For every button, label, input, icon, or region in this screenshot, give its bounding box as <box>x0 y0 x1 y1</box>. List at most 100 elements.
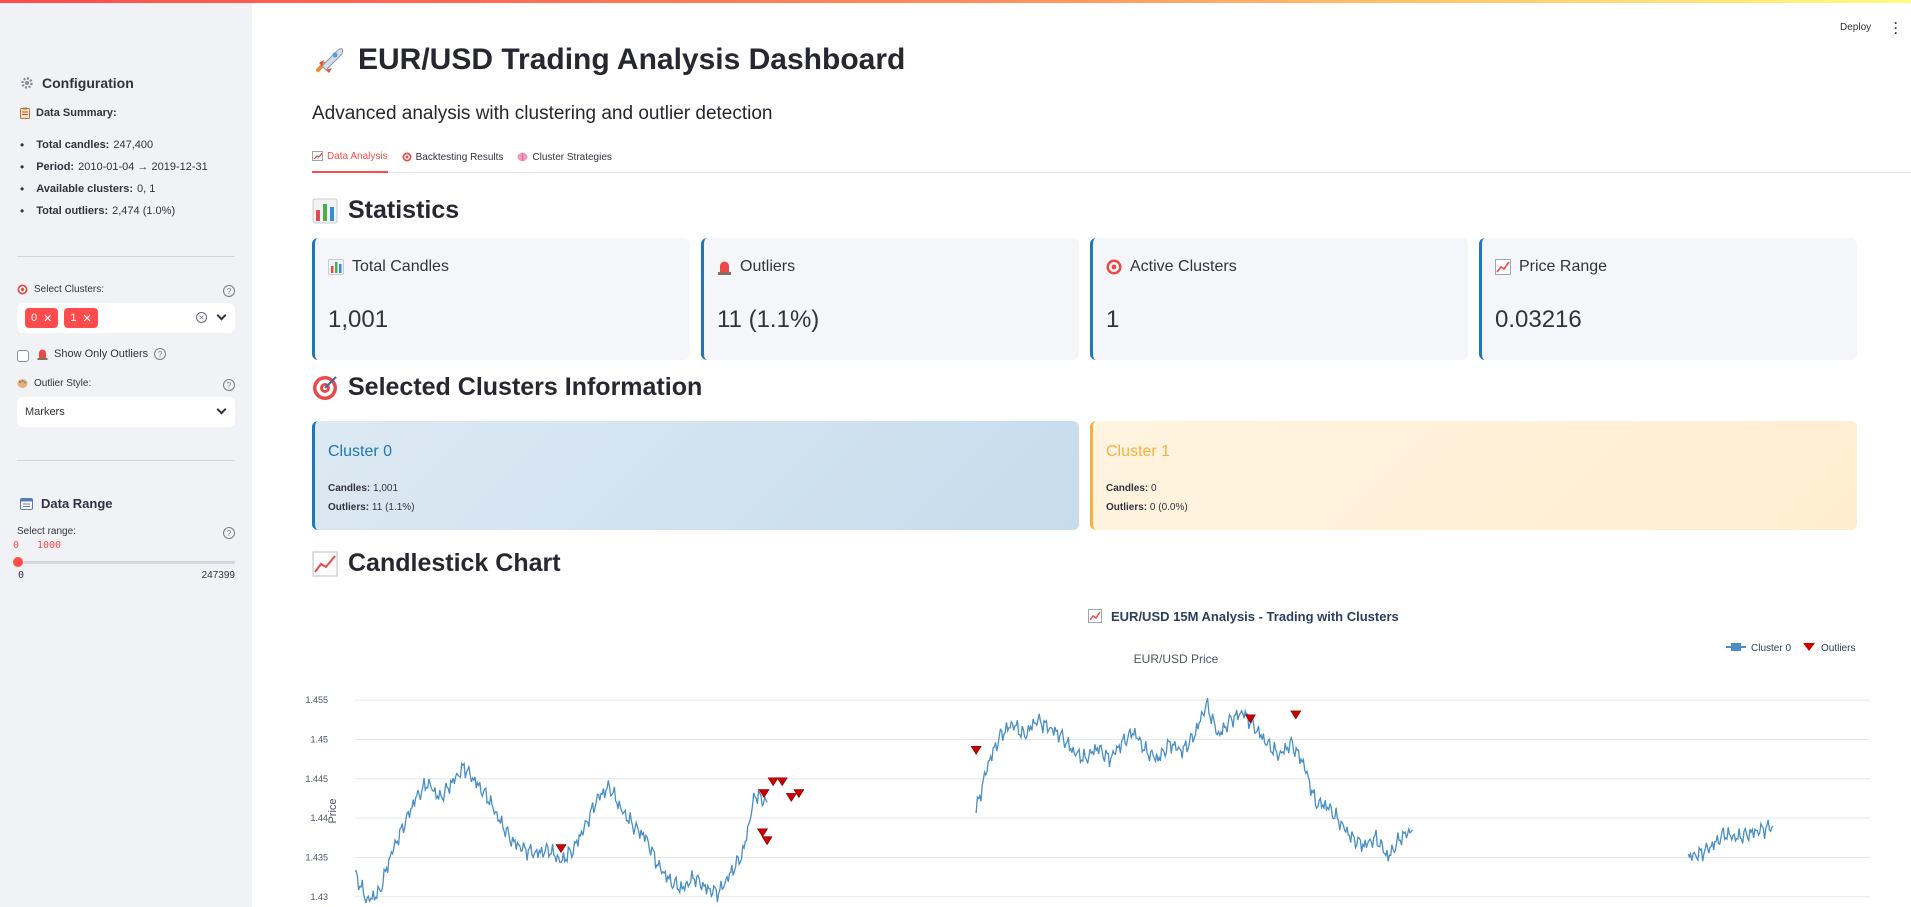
y-tick-label: 1.445 <box>305 774 328 784</box>
remove-chip-icon[interactable]: ✕ <box>82 312 92 325</box>
gear-icon <box>20 76 34 90</box>
deploy-button[interactable]: Deploy <box>1840 22 1872 33</box>
cluster-chip-1[interactable]: 1 ✕ <box>64 308 98 328</box>
y-axis-label: Price <box>327 798 339 823</box>
cluster-multiselect[interactable]: 0 ✕ 1 ✕ ✕ <box>17 303 235 333</box>
outlier-style-select[interactable]: Markers <box>17 397 235 427</box>
range-min-label: 0 <box>18 570 25 581</box>
siren-icon <box>37 348 48 360</box>
series-line-cluster-0[interactable] <box>354 761 768 904</box>
stat-card-value: 1,001 <box>328 306 389 333</box>
select-clusters-label: Select Clusters: <box>17 284 104 295</box>
candlestick-chart-title: Candlestick Chart <box>312 549 561 578</box>
chart-legend: Cluster 0 Outliers <box>1726 643 1855 654</box>
outlier-marker[interactable] <box>756 828 769 838</box>
brain-icon <box>517 152 528 162</box>
y-tick-label: 1.44 <box>310 813 328 823</box>
list-item: Available clusters:0, 1 <box>20 178 208 200</box>
outlier-marker[interactable] <box>761 836 773 846</box>
list-item: Total candles:247,400 <box>20 134 208 156</box>
target-icon <box>17 284 28 295</box>
legend-swatch-cluster-0 <box>1731 643 1741 651</box>
page-title: EUR/USD Trading Analysis Dashboard <box>312 43 905 77</box>
bar-chart-icon <box>312 198 338 224</box>
stat-card-value: 1 <box>1106 306 1120 333</box>
list-item: Total outliers:2,474 (1.0%) <box>20 200 208 222</box>
outlier-marker[interactable] <box>776 777 788 787</box>
price-chart[interactable]: EUR/USD 15M Analysis - Trading with Clus… <box>252 603 1911 907</box>
page-subtitle: Advanced analysis with clustering and ou… <box>312 103 773 124</box>
series-line-cluster-0[interactable] <box>1687 819 1774 863</box>
tab-data-analysis[interactable]: Data Analysis <box>312 141 388 173</box>
target-icon <box>1106 259 1122 275</box>
target-icon <box>402 152 412 162</box>
siren-icon <box>717 259 732 275</box>
chart-increasing-icon <box>1088 609 1102 623</box>
cluster-name: Cluster 1 <box>1106 443 1171 460</box>
stat-card-value: 0.03216 <box>1495 306 1582 333</box>
legend-label-cluster-0: Cluster 0 <box>1751 643 1791 654</box>
outlier-marker[interactable] <box>793 789 805 799</box>
stat-card-price-range: Price Range 0.03216 <box>1479 238 1857 360</box>
help-icon[interactable]: ? <box>223 379 235 391</box>
outlier-marker[interactable] <box>970 745 982 755</box>
range-slider-track[interactable] <box>18 561 235 564</box>
tab-backtesting-results[interactable]: Backtesting Results <box>402 141 503 173</box>
stat-card-value: 11 (1.1%) <box>717 306 820 333</box>
outlier-style-value: Markers <box>25 406 65 418</box>
rocket-icon <box>312 44 346 76</box>
help-icon[interactable]: ? <box>223 527 235 539</box>
help-icon[interactable]: ? <box>223 285 235 297</box>
clusters-title: Selected Clusters Information <box>312 373 702 402</box>
cluster-name: Cluster 0 <box>328 443 393 460</box>
range-max-label: 247399 <box>201 570 235 581</box>
help-icon[interactable]: ? <box>154 348 167 360</box>
data-summary-title: Data Summary: <box>20 107 117 119</box>
range-low-value: 0 <box>13 540 20 551</box>
cluster-candles: Candles: 1,001 <box>328 483 399 494</box>
palette-icon <box>17 378 28 389</box>
chart-subplot-title: EUR/USD Price <box>1134 652 1219 666</box>
cluster-outliers: Outliers: 11 (1.1%) <box>328 502 415 513</box>
outlier-marker[interactable] <box>767 777 779 787</box>
range-slider-thumb[interactable] <box>13 557 23 567</box>
legend-swatch-outliers <box>1803 643 1815 651</box>
data-summary-list: Total candles:247,400 Period:2010-01-04 … <box>20 134 208 222</box>
chevron-down-icon[interactable] <box>216 310 227 321</box>
show-only-outliers-checkbox[interactable] <box>17 350 29 362</box>
clear-selection-icon[interactable]: ✕ <box>196 312 207 323</box>
y-tick-label: 1.43 <box>310 892 328 902</box>
sidebar-title: Configuration <box>20 75 134 91</box>
chart-title: EUR/USD 15M Analysis - Trading with Clus… <box>1111 609 1399 624</box>
chart-title-group: EUR/USD 15M Analysis - Trading with Clus… <box>1088 609 1399 624</box>
outlier-marker[interactable] <box>785 793 797 803</box>
cluster-outliers: Outliers: 0 (0.0%) <box>1106 502 1188 513</box>
data-summary-text: Data Summary: <box>36 107 117 119</box>
data-range-title: Data Range <box>20 496 113 511</box>
clipboard-icon <box>20 107 30 119</box>
bar-chart-icon <box>328 259 344 275</box>
sidebar-title-text: Configuration <box>42 75 134 91</box>
show-only-outliers-label[interactable]: Show Only Outliers ? <box>37 348 167 360</box>
cluster-card-1: Cluster 1 Candles: 0 Outliers: 0 (0.0%) <box>1090 421 1857 530</box>
calendar-icon <box>20 497 33 510</box>
chevron-down-icon[interactable] <box>216 404 227 415</box>
list-item: Period:2010-01-04 → 2019-12-31 <box>20 156 208 178</box>
remove-chip-icon[interactable]: ✕ <box>43 312 53 325</box>
chart-increasing-icon <box>312 151 323 161</box>
tab-cluster-strategies[interactable]: Cluster Strategies <box>517 141 612 173</box>
series-line-cluster-0[interactable] <box>975 697 1414 862</box>
outlier-marker[interactable] <box>1290 710 1302 720</box>
y-tick-label: 1.45 <box>310 734 328 744</box>
outlier-marker[interactable] <box>758 789 770 799</box>
target-icon <box>312 375 338 401</box>
range-high-value: 1000 <box>37 540 62 551</box>
outlier-marker[interactable] <box>1244 714 1256 724</box>
legend-label-outliers: Outliers <box>1821 643 1855 654</box>
cluster-chip-0[interactable]: 0 ✕ <box>25 308 59 328</box>
outlier-marker[interactable] <box>555 844 567 854</box>
sidebar: Configuration Data Summary: Total candle… <box>0 3 252 907</box>
top-decoration-bar <box>0 0 1911 3</box>
more-menu-icon[interactable]: · · · <box>1894 16 1898 40</box>
y-tick-label: 1.435 <box>305 852 328 862</box>
